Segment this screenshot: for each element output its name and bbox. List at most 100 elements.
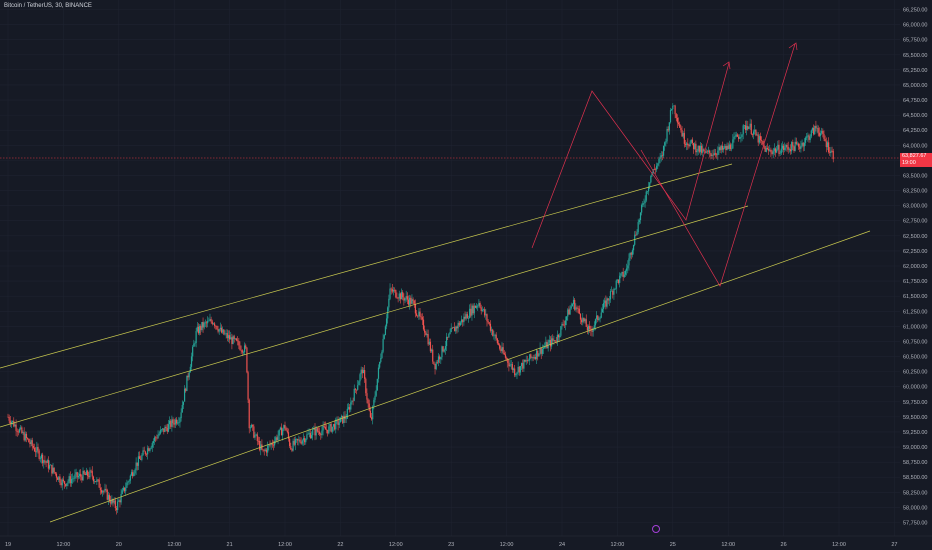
price-axis-label: 64,500.00 [903,113,927,119]
candle-body [244,345,246,353]
channel-line[interactable] [49,230,871,523]
candle-body [172,419,174,424]
candle-body [828,142,830,153]
candle-body [773,148,775,151]
candle-body [324,426,326,430]
candle-body [822,130,824,135]
lightning-icon[interactable] [652,525,660,533]
time-axis-label: 21 [227,542,233,548]
candle-body [38,450,40,459]
candle-body [23,432,25,441]
time-axis-label: 24 [559,542,565,548]
candle-body [455,326,457,332]
candle-body [39,458,41,459]
candle-body [824,138,826,142]
candle-body [533,357,535,359]
candle-body [801,142,803,146]
candle-body [747,125,749,129]
candle-body [245,345,247,348]
candle-body [780,148,782,154]
candle-body [36,446,38,453]
candle-body [676,117,679,123]
candle-body [148,448,150,451]
candle-body [725,146,727,150]
candle-body [272,444,275,446]
candle-body [334,424,336,430]
candle-body [831,150,833,152]
candle-body [84,473,86,475]
candle-body [345,418,347,420]
candle-body [286,430,288,433]
candle-body [616,279,618,281]
candle-body [337,419,339,425]
time-axis-label: 20 [116,542,122,548]
projection-line[interactable] [640,43,796,287]
candle-body [734,136,736,138]
candle-body [321,430,323,436]
candle-body [155,437,157,439]
candle-body [661,155,664,156]
candle-body [611,290,613,292]
candle-body [598,318,600,321]
price-axis-label: 59,500.00 [903,415,927,421]
candle-body [366,393,368,400]
candle-body [294,439,296,445]
candle-body [473,305,475,314]
candle-body [44,460,46,462]
candle-body [202,322,204,328]
candle-body [545,341,547,347]
candle-body [809,136,811,140]
candle-body [688,145,690,147]
candle-body [358,381,360,386]
candle-body [187,375,189,378]
candle-body [477,305,479,307]
candle-body [283,425,285,430]
candle-body [292,440,294,451]
candle-body [571,304,573,307]
candle-body [702,149,704,153]
candle-body [791,142,793,152]
candle-body [75,472,77,475]
candle-body [439,356,441,360]
candle-body [160,429,163,431]
candle-body [342,415,344,424]
candle-body [631,250,634,255]
candle-body [518,366,520,373]
candle-body [21,427,23,434]
candle-body [352,400,354,402]
candle-body [744,125,747,131]
candle-body [85,470,88,475]
candle-body [222,329,224,333]
candlestick-series [7,103,834,515]
candle-body [597,315,599,321]
candle-body [462,319,464,323]
candle-body [347,407,350,409]
channel-line[interactable] [0,205,749,428]
candle-body [470,308,472,316]
candle-body [440,357,442,360]
candle-body [457,322,459,329]
price-axis-label: 58,750.00 [903,460,927,466]
candle-body [253,426,255,438]
candle-body [295,438,298,440]
candle-body [466,314,468,319]
candle-body [289,438,291,447]
candle-body [123,487,126,492]
candle-body [320,434,322,436]
candle-body [271,443,273,445]
candle-body [89,470,91,478]
candle-body [499,344,501,349]
candle-body [777,144,779,150]
candle-body [591,330,593,332]
candle-body [220,327,223,333]
channel-line[interactable] [0,163,733,369]
candle-body [183,388,186,402]
candle-body [784,147,786,150]
candle-body [727,145,729,149]
time-axis-label: 12:00 [167,542,181,548]
candle-body [312,429,314,436]
candle-body [713,153,715,156]
projection-line[interactable] [531,62,730,249]
candle-body [582,317,584,323]
